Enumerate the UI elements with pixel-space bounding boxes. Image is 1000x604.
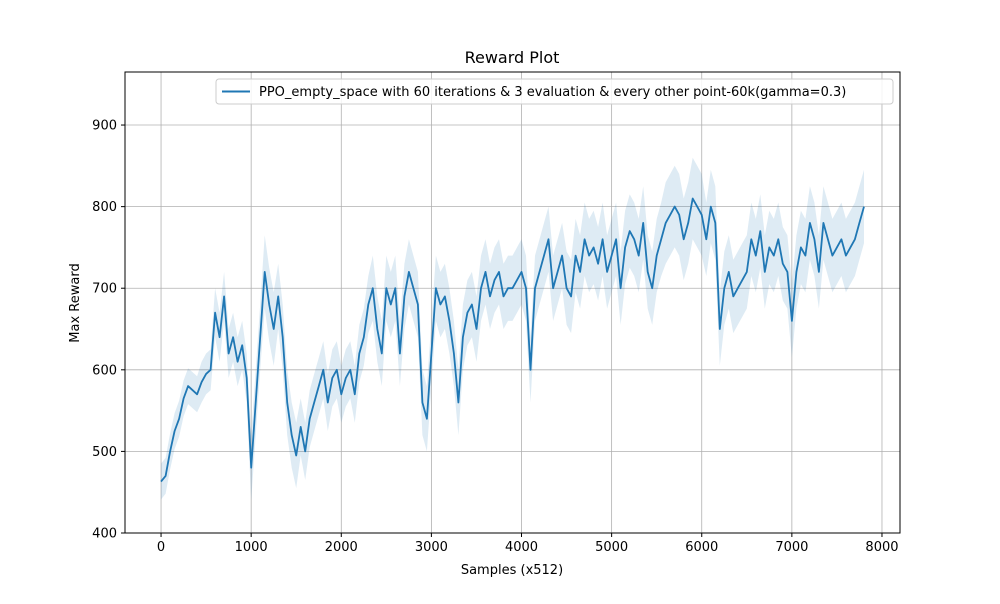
y-tick-label: 900 [92,119,117,134]
plot-area-frame [124,71,901,534]
x-tick-label: 2000 [325,540,358,555]
x-axis-label: Samples (x512) [461,563,563,578]
x-axis-ticks: 0 1000 2000 3000 4000 5000 6000 7000 8000 [157,533,899,555]
legend-box [215,78,894,105]
series-line [160,197,865,483]
y-axis-ticks: 400 500 600 700 800 900 [92,119,125,542]
confidence-band-layer [161,157,864,501]
series-confidence-band [161,157,864,501]
x-tick-label: 6000 [685,540,718,555]
legend-entry-label: PPO_empty_space with 60 iterations & 3 e… [259,85,846,100]
y-axis-label: Max Reward [68,263,83,342]
y-tick-label: 700 [92,282,117,297]
x-tick-label: 3000 [415,540,448,555]
series-line-layer [160,197,865,483]
x-tick-label: 1000 [235,540,268,555]
x-tick-label: 0 [157,540,165,555]
y-tick-label: 400 [92,527,117,542]
x-tick-label: 7000 [775,540,808,555]
x-tick-label: 4000 [505,540,538,555]
y-tick-label: 500 [92,445,117,460]
x-tick-label: 8000 [865,540,898,555]
y-tick-label: 600 [92,363,117,378]
legend: PPO_empty_space with 60 iterations & 3 e… [215,78,894,105]
chart-title: Reward Plot [465,48,560,67]
y-tick-label: 800 [92,200,117,215]
x-tick-label: 5000 [595,540,628,555]
